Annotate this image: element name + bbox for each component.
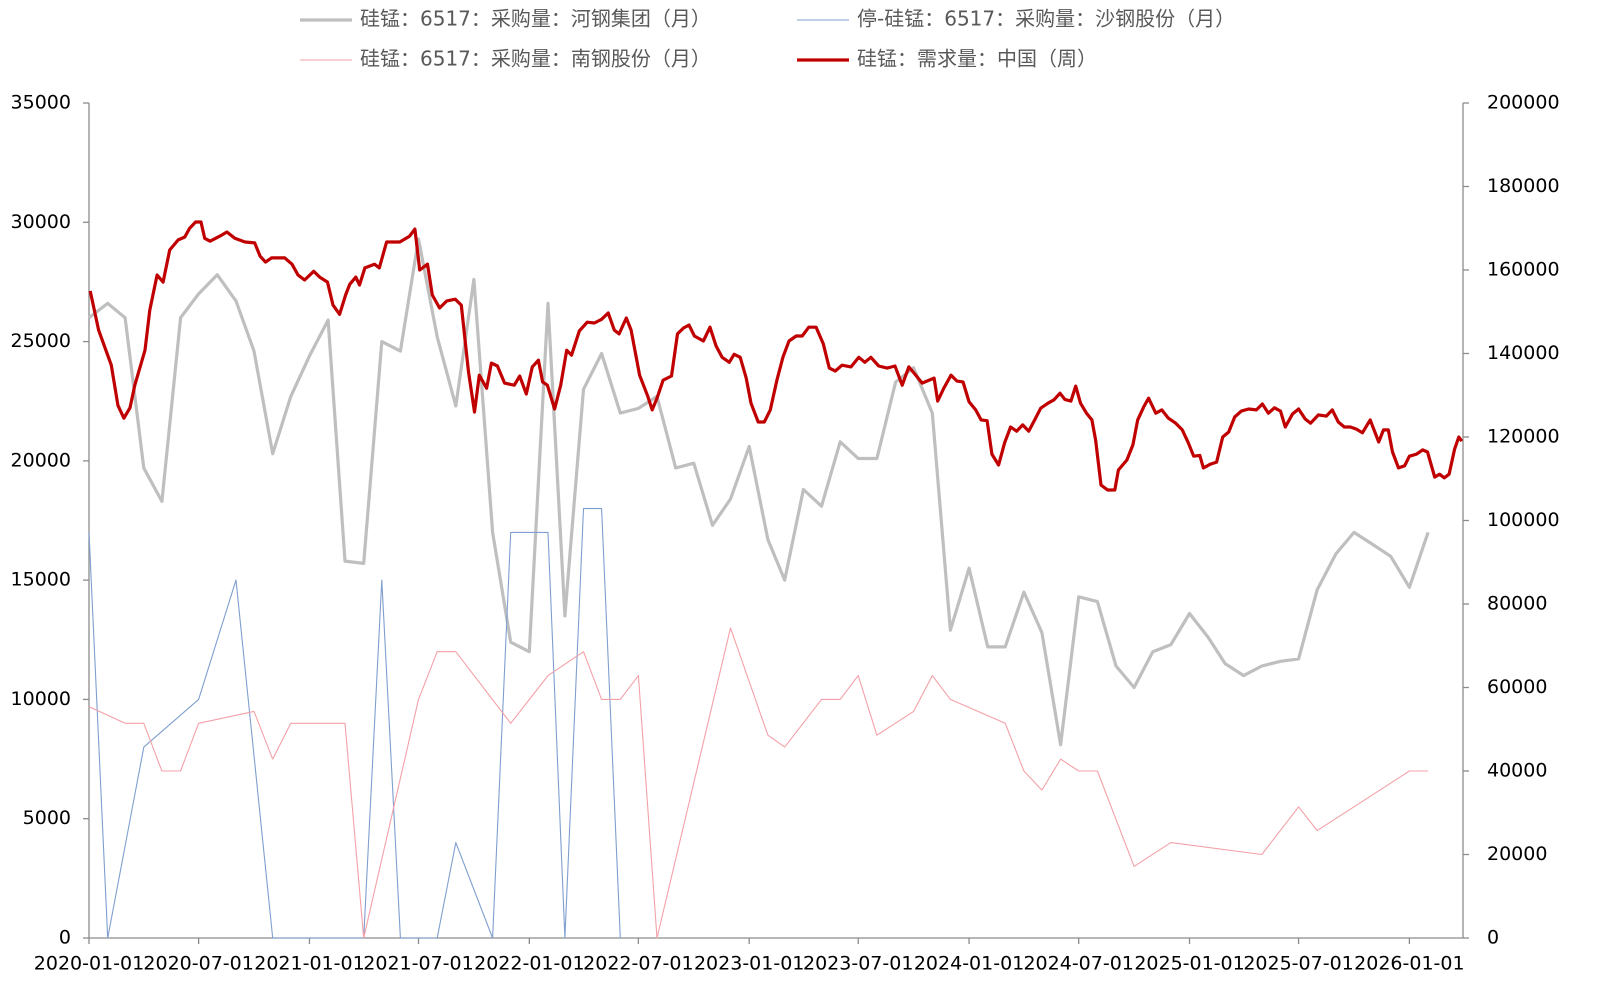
legend: 硅锰：6517：采购量：河钢集团（月） 停-硅锰：6517：采购量：沙钢股份（月）… <box>300 7 1235 71</box>
series-line <box>88 627 1429 939</box>
legend-label: 硅锰：6517：采购量：河钢集团（月） <box>360 7 711 31</box>
y-tick-label: 35000 <box>11 92 71 114</box>
y-tick-label: 10000 <box>11 688 71 710</box>
y2-tick-label: 60000 <box>1487 676 1547 698</box>
legend-label: 硅锰：需求量：中国（周） <box>857 47 1097 71</box>
y2-tick-label: 120000 <box>1487 426 1560 448</box>
x-tick-label: 2021-07-01 <box>363 953 473 975</box>
y-tick-label: 20000 <box>11 449 71 471</box>
y-tick-label: 15000 <box>11 569 71 591</box>
x-tick-label: 2021-01-01 <box>254 953 364 975</box>
series-line <box>88 220 1464 492</box>
y2-tick-label: 100000 <box>1487 509 1560 531</box>
series-line <box>88 508 621 939</box>
x-tick-label: 2020-07-01 <box>143 953 253 975</box>
y-tick-label: 30000 <box>11 211 71 233</box>
y-tick-label: 25000 <box>11 330 71 352</box>
y2-tick-label: 200000 <box>1487 92 1560 114</box>
legend-label: 硅锰：6517：采购量：南钢股份（月） <box>360 47 711 71</box>
x-tick-label: 2022-01-01 <box>474 953 584 975</box>
series-line <box>88 237 1430 747</box>
y2-tick-label: 180000 <box>1487 175 1560 197</box>
y2-tick-label: 40000 <box>1487 760 1547 782</box>
x-tick-label: 2024-07-01 <box>1023 953 1133 975</box>
x-tick-label: 2020-01-01 <box>34 953 144 975</box>
x-tick-label: 2026-01-01 <box>1354 953 1464 975</box>
x-tick-label: 2022-07-01 <box>583 953 693 975</box>
y2-tick-label: 0 <box>1487 927 1499 949</box>
legend-label: 停-硅锰：6517：采购量：沙钢股份（月） <box>857 7 1235 31</box>
y2-tick-label: 140000 <box>1487 342 1560 364</box>
x-tick-label: 2024-01-01 <box>914 953 1024 975</box>
x-tick-label: 2025-07-01 <box>1243 953 1353 975</box>
y-tick-label: 0 <box>59 927 71 949</box>
x-tick-label: 2023-07-01 <box>803 953 913 975</box>
y2-tick-label: 80000 <box>1487 593 1547 615</box>
y2-tick-label: 160000 <box>1487 259 1560 281</box>
x-tick-label: 2025-01-01 <box>1134 953 1244 975</box>
x-tick-label: 2023-01-01 <box>694 953 804 975</box>
y-tick-label: 5000 <box>23 807 71 829</box>
y2-tick-label: 20000 <box>1487 843 1547 865</box>
